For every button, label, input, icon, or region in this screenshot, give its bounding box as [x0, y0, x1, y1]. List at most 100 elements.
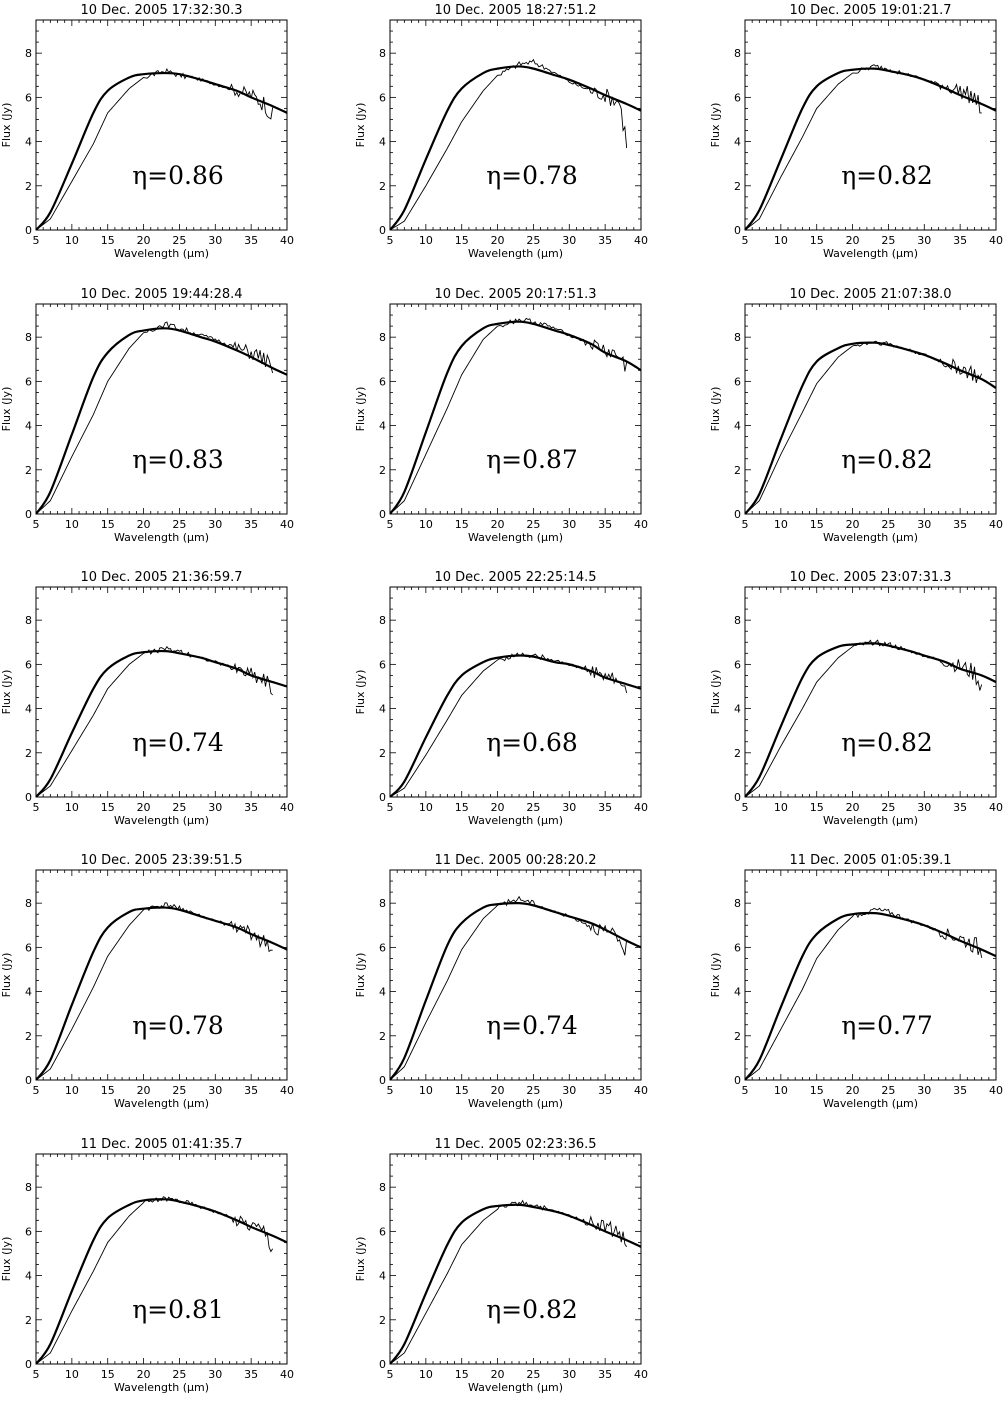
model-curve — [36, 906, 287, 1080]
chart-title: 10 Dec. 2005 23:39:51.5 — [80, 853, 242, 868]
chart-title: 10 Dec. 2005 19:44:28.4 — [80, 287, 242, 302]
x-tick-label: 35 — [244, 801, 258, 814]
y-tick-label: 2 — [25, 747, 32, 760]
x-tick-label: 40 — [280, 1368, 294, 1381]
x-tick-label: 10 — [419, 518, 433, 531]
y-tick-label: 6 — [379, 375, 386, 388]
y-axis-label: Flux (Jy) — [354, 670, 367, 715]
x-tick-label: 30 — [208, 801, 222, 814]
observed-spectrum — [745, 340, 983, 514]
x-tick-label: 5 — [387, 801, 394, 814]
model-curve — [36, 327, 287, 514]
x-tick-label: 40 — [280, 1084, 294, 1097]
x-tick-label: 10 — [419, 234, 433, 247]
y-tick-label: 6 — [734, 375, 741, 388]
model-curve — [36, 71, 287, 230]
x-tick-label: 15 — [101, 518, 115, 531]
observed-spectrum — [36, 645, 273, 797]
x-tick-label: 15 — [455, 518, 469, 531]
x-tick-label: 10 — [65, 518, 79, 531]
y-tick-label: 0 — [379, 791, 386, 804]
chart-title: 10 Dec. 2005 21:36:59.7 — [80, 570, 242, 585]
x-tick-label: 20 — [846, 234, 860, 247]
y-tick-label: 0 — [25, 791, 32, 804]
x-axis-label: Wavelength (μm) — [468, 1097, 563, 1110]
plot-frame — [35, 586, 288, 798]
y-tick-label: 0 — [25, 1358, 32, 1371]
x-axis-label: Wavelength (μm) — [468, 1381, 563, 1394]
x-tick-label: 15 — [101, 1084, 115, 1097]
x-tick-label: 35 — [244, 234, 258, 247]
x-tick-label: 40 — [280, 234, 294, 247]
y-tick-label: 0 — [734, 791, 741, 804]
x-tick-label: 5 — [387, 234, 394, 247]
chart-title: 10 Dec. 2005 21:07:38.0 — [789, 287, 951, 302]
eta-annotation: η=0.82 — [486, 1295, 578, 1324]
y-tick-label: 2 — [379, 180, 386, 193]
x-axis-label: Wavelength (μm) — [823, 247, 918, 260]
y-tick-label: 6 — [379, 91, 386, 104]
chart-panel: 10 Dec. 2005 21:36:59.7 5 10 15 20 25 30 35 40 0 2… — [0, 567, 311, 843]
plot-frame — [744, 19, 997, 231]
chart-panel: 10 Dec. 2005 21:07:38.0 5 10 15 20 25 30 35 40 0 2… — [709, 284, 1004, 560]
x-tick-label: 30 — [917, 234, 931, 247]
x-tick-label: 25 — [172, 1368, 186, 1381]
x-tick-label: 40 — [634, 1084, 648, 1097]
x-axis-label: Wavelength (μm) — [114, 247, 209, 260]
eta-annotation: η=0.74 — [486, 1011, 578, 1040]
x-axis-label: Wavelength (μm) — [823, 1097, 918, 1110]
x-tick-label: 25 — [526, 518, 540, 531]
eta-annotation: η=0.74 — [132, 728, 224, 757]
chart-svg: 10 Dec. 2005 19:44:28.4 5 10 15 20 25 30 35 40 0 2… — [0, 287, 294, 544]
observed-spectrum — [36, 1196, 274, 1364]
y-tick-label: 6 — [734, 941, 741, 954]
chart-title: 10 Dec. 2005 20:17:51.3 — [434, 287, 596, 302]
plot-frame — [35, 19, 288, 231]
y-tick-label: 8 — [379, 1181, 386, 1194]
y-tick-label: 8 — [25, 47, 32, 60]
x-tick-label: 10 — [65, 801, 79, 814]
model-curve — [390, 654, 641, 797]
x-tick-label: 20 — [137, 234, 151, 247]
x-tick-label: 10 — [774, 1084, 788, 1097]
y-tick-label: 8 — [734, 614, 741, 627]
x-tick-label: 10 — [774, 518, 788, 531]
chart-svg: 10 Dec. 2005 21:07:38.0 5 10 15 20 25 30 35 40 0 2… — [709, 287, 1003, 544]
x-tick-label: 35 — [598, 1368, 612, 1381]
observed-spectrum — [390, 652, 628, 797]
x-tick-label: 20 — [846, 518, 860, 531]
plot-frame — [389, 19, 642, 231]
x-tick-label: 30 — [562, 234, 576, 247]
chart-panel: 10 Dec. 2005 23:39:51.5 5 10 15 20 25 30 35 40 0 2… — [0, 850, 311, 1126]
y-tick-label: 6 — [734, 91, 741, 104]
y-axis-label: Flux (Jy) — [0, 387, 13, 432]
x-tick-label: 25 — [526, 234, 540, 247]
x-tick-label: 20 — [137, 801, 151, 814]
x-tick-label: 30 — [208, 518, 222, 531]
y-tick-label: 6 — [25, 941, 32, 954]
y-tick-label: 4 — [25, 136, 32, 149]
chart-title: 10 Dec. 2005 17:32:30.3 — [80, 3, 242, 18]
y-tick-label: 4 — [25, 420, 32, 433]
plot-frame — [389, 869, 642, 1081]
x-tick-label: 30 — [562, 518, 576, 531]
plot-frame — [744, 586, 997, 798]
y-tick-label: 2 — [25, 1030, 32, 1043]
chart-title: 11 Dec. 2005 01:05:39.1 — [789, 853, 951, 868]
x-tick-label: 20 — [846, 1084, 860, 1097]
x-tick-label: 5 — [742, 518, 749, 531]
x-tick-label: 5 — [33, 234, 40, 247]
model-curve — [36, 1198, 287, 1364]
y-tick-label: 0 — [379, 1358, 386, 1371]
x-tick-label: 40 — [989, 801, 1003, 814]
x-tick-label: 15 — [810, 234, 824, 247]
chart-title: 10 Dec. 2005 23:07:31.3 — [789, 570, 951, 585]
x-tick-label: 5 — [33, 1368, 40, 1381]
observed-spectrum — [745, 907, 983, 1080]
x-tick-label: 20 — [846, 801, 860, 814]
x-tick-label: 25 — [526, 1368, 540, 1381]
x-tick-label: 35 — [953, 801, 967, 814]
y-tick-label: 2 — [734, 747, 741, 760]
observed-spectrum — [745, 639, 983, 797]
x-tick-label: 25 — [881, 1084, 895, 1097]
